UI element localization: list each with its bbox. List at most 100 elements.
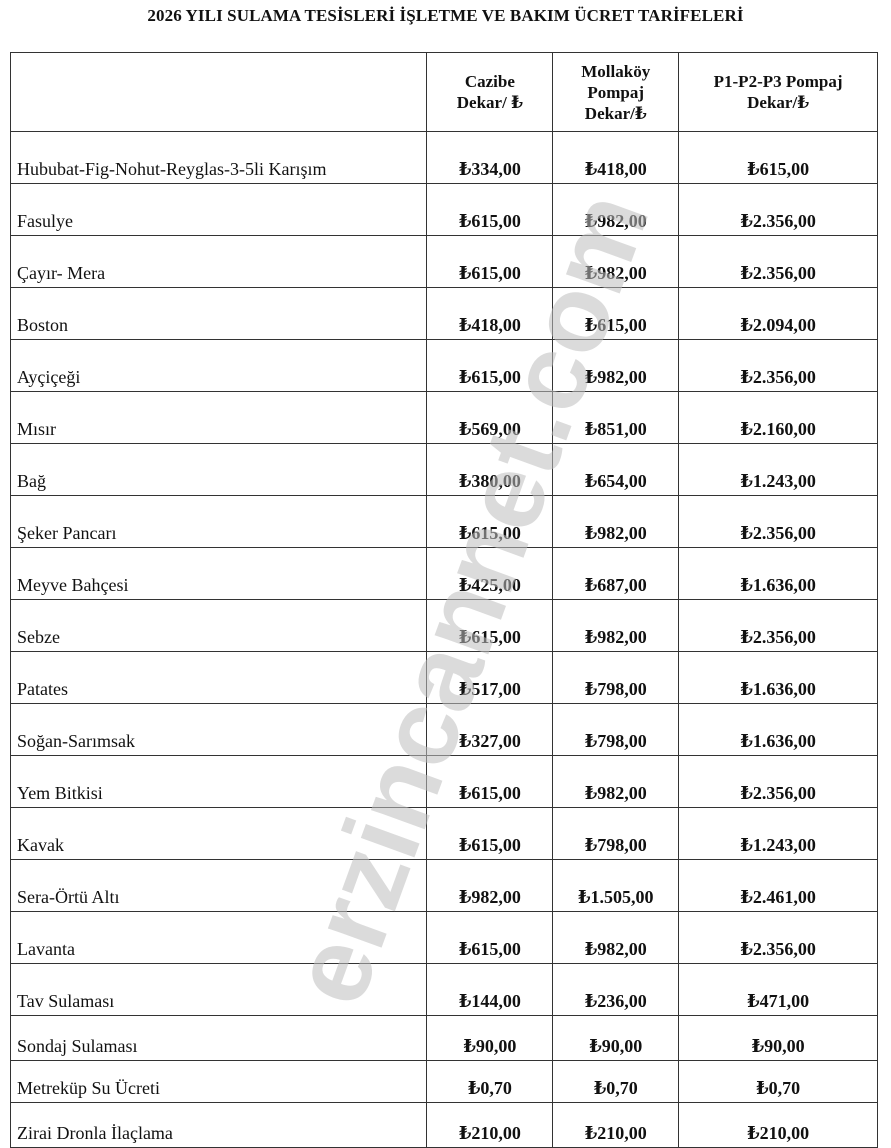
row-name: Lavanta [9, 911, 428, 964]
table-row: Şeker Pancarı ₺615,00 ₺982,00 ₺2.356,00 [9, 495, 878, 548]
mollakoy-value: ₺1.505,00 [552, 859, 680, 912]
row-name: Boston [9, 287, 428, 340]
mollakoy-value: ₺615,00 [552, 287, 680, 340]
pompaj-value: ₺2.356,00 [678, 755, 878, 808]
pompaj-value: ₺90,00 [678, 1015, 878, 1061]
cazibe-value: ₺982,00 [426, 859, 554, 912]
cazibe-value: ₺615,00 [426, 911, 554, 964]
table-row: Tav Sulaması ₺144,00 ₺236,00 ₺471,00 [9, 963, 878, 1016]
row-name: Çayır- Mera [9, 235, 428, 288]
mollakoy-value: ₺851,00 [552, 391, 680, 444]
row-name: Soğan-Sarımsak [9, 703, 428, 756]
mollakoy-value: ₺236,00 [552, 963, 680, 1016]
table-row: Lavanta ₺615,00 ₺982,00 ₺2.356,00 [9, 911, 878, 964]
table-row: Meyve Bahçesi ₺425,00 ₺687,00 ₺1.636,00 [9, 547, 878, 600]
cazibe-value: ₺144,00 [426, 963, 554, 1016]
pompaj-value: ₺2.094,00 [678, 287, 878, 340]
row-name: Metreküp Su Ücreti [9, 1060, 428, 1103]
table-row: Fasulye ₺615,00 ₺982,00 ₺2.356,00 [9, 183, 878, 236]
row-name: Yem Bitkisi [9, 755, 428, 808]
mollakoy-value: ₺982,00 [552, 183, 680, 236]
table-row: Boston ₺418,00 ₺615,00 ₺2.094,00 [9, 287, 878, 340]
table-row: Yem Bitkisi ₺615,00 ₺982,00 ₺2.356,00 [9, 755, 878, 808]
mollakoy-value: ₺982,00 [552, 495, 680, 548]
table-row: Zirai Dronla İlaçlama ₺210,00 ₺210,00 ₺210,… [9, 1102, 878, 1148]
pompaj-value: ₺2.356,00 [678, 235, 878, 288]
mollakoy-value: ₺418,00 [552, 131, 680, 184]
mollakoy-value: ₺982,00 [552, 755, 680, 808]
cazibe-value: ₺615,00 [426, 183, 554, 236]
mollakoy-value: ₺0,70 [552, 1060, 680, 1103]
pompaj-value: ₺2.356,00 [678, 183, 878, 236]
cazibe-value: ₺380,00 [426, 443, 554, 496]
row-name: Kavak [9, 807, 428, 860]
cazibe-value: ₺425,00 [426, 547, 554, 600]
table-row: Sondaj Sulaması ₺90,00 ₺90,00 ₺90,00 [9, 1015, 878, 1061]
row-name: Sera-Örtü Altı [9, 859, 428, 912]
cazibe-value: ₺615,00 [426, 495, 554, 548]
pompaj-value: ₺2.461,00 [678, 859, 878, 912]
pompaj-value: ₺2.356,00 [678, 911, 878, 964]
mollakoy-value: ₺654,00 [552, 443, 680, 496]
mollakoy-value: ₺982,00 [552, 911, 680, 964]
cazibe-value: ₺418,00 [426, 287, 554, 340]
pompaj-value: ₺2.160,00 [678, 391, 878, 444]
pompaj-value: ₺2.356,00 [678, 495, 878, 548]
mollakoy-value: ₺798,00 [552, 651, 680, 704]
pompaj-value: ₺1.243,00 [678, 443, 878, 496]
mollakoy-value: ₺210,00 [552, 1102, 680, 1148]
row-name: Meyve Bahçesi [9, 547, 428, 600]
table-row: Hububat-Fig-Nohut-Reyglas-3-5li Karışım ₺… [9, 131, 878, 184]
cazibe-value: ₺569,00 [426, 391, 554, 444]
table-row: Sebze ₺615,00 ₺982,00 ₺2.356,00 [9, 599, 878, 652]
pompaj-value: ₺471,00 [678, 963, 878, 1016]
pompaj-value: ₺1.243,00 [678, 807, 878, 860]
row-name: Patates [9, 651, 428, 704]
pompaj-value: ₺615,00 [678, 131, 878, 184]
mollakoy-value: ₺982,00 [552, 235, 680, 288]
cazibe-value: ₺517,00 [426, 651, 554, 704]
row-name: Şeker Pancarı [9, 495, 428, 548]
table-row: Sera-Örtü Altı ₺982,00 ₺1.505,00 ₺2.461,00 [9, 859, 878, 912]
mollakoy-value: ₺982,00 [552, 599, 680, 652]
table-row: Ayçiçeği ₺615,00 ₺982,00 ₺2.356,00 [9, 339, 878, 392]
row-name: Fasulye [9, 183, 428, 236]
header-pompaj: P1-P2-P3 Pompaj Dekar/₺ [678, 52, 878, 132]
table-row: Patates ₺517,00 ₺798,00 ₺1.636,00 [9, 651, 878, 704]
row-name: Sebze [9, 599, 428, 652]
cazibe-value: ₺90,00 [426, 1015, 554, 1061]
header-cazibe: Cazibe Dekar/ ₺ [426, 52, 554, 132]
table-row: Kavak ₺615,00 ₺798,00 ₺1.243,00 [9, 807, 878, 860]
cazibe-value: ₺615,00 [426, 339, 554, 392]
cazibe-value: ₺0,70 [426, 1060, 554, 1103]
table-row: Metreküp Su Ücreti ₺0,70 ₺0,70 ₺0,70 [9, 1060, 878, 1103]
header-mollakoy: Mollaköy Pompaj Dekar/₺ [552, 52, 680, 132]
table-header-row: Cazibe Dekar/ ₺ Mollaköy Pompaj Dekar/₺ P1-… [9, 52, 878, 132]
pompaj-value: ₺210,00 [678, 1102, 878, 1148]
table-row: Soğan-Sarımsak ₺327,00 ₺798,00 ₺1.636,00 [9, 703, 878, 756]
cazibe-value: ₺327,00 [426, 703, 554, 756]
header-item [9, 52, 428, 132]
mollakoy-value: ₺982,00 [552, 339, 680, 392]
cazibe-value: ₺334,00 [426, 131, 554, 184]
cazibe-value: ₺615,00 [426, 755, 554, 808]
row-name: Tav Sulaması [9, 963, 428, 1016]
cazibe-value: ₺210,00 [426, 1102, 554, 1148]
pompaj-value: ₺1.636,00 [678, 703, 878, 756]
row-name: Bağ [9, 443, 428, 496]
mollakoy-value: ₺798,00 [552, 703, 680, 756]
table-row: Bağ ₺380,00 ₺654,00 ₺1.243,00 [9, 443, 878, 496]
pompaj-value: ₺2.356,00 [678, 599, 878, 652]
row-name: Mısır [9, 391, 428, 444]
tariff-table: Cazibe Dekar/ ₺ Mollaköy Pompaj Dekar/₺ P1-… [9, 52, 878, 1148]
row-name: Ayçiçeği [9, 339, 428, 392]
row-name: Zirai Dronla İlaçlama [9, 1102, 428, 1148]
table-row: Mısır ₺569,00 ₺851,00 ₺2.160,00 [9, 391, 878, 444]
table-row: Çayır- Mera ₺615,00 ₺982,00 ₺2.356,00 [9, 235, 878, 288]
cazibe-value: ₺615,00 [426, 235, 554, 288]
document-title: 2026 YILI SULAMA TESİSLERİ İŞLETME VE BA… [147, 6, 744, 25]
mollakoy-value: ₺798,00 [552, 807, 680, 860]
pompaj-value: ₺1.636,00 [678, 547, 878, 600]
row-name: Hububat-Fig-Nohut-Reyglas-3-5li Karışım [9, 131, 428, 184]
pompaj-value: ₺0,70 [678, 1060, 878, 1103]
